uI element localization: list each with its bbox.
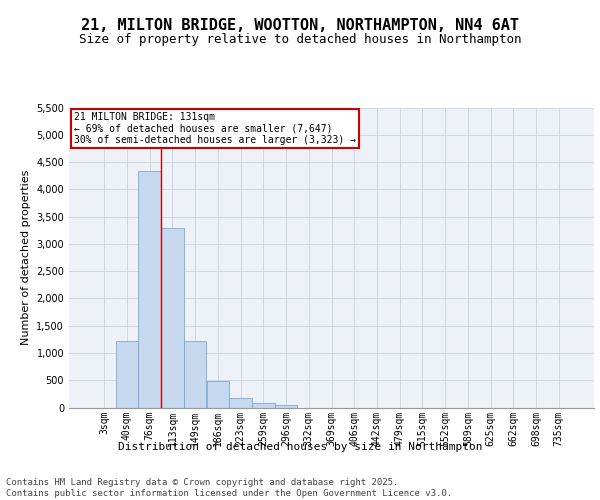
Text: Distribution of detached houses by size in Northampton: Distribution of detached houses by size … <box>118 442 482 452</box>
Text: Contains HM Land Registry data © Crown copyright and database right 2025.
Contai: Contains HM Land Registry data © Crown c… <box>6 478 452 498</box>
Bar <box>229 398 252 407</box>
Bar <box>275 405 298 407</box>
Y-axis label: Number of detached properties: Number of detached properties <box>21 170 31 345</box>
Text: 21 MILTON BRIDGE: 131sqm
← 69% of detached houses are smaller (7,647)
30% of sem: 21 MILTON BRIDGE: 131sqm ← 69% of detach… <box>74 112 356 145</box>
Bar <box>252 402 275 407</box>
Bar <box>161 228 184 408</box>
Bar <box>139 172 161 408</box>
Bar <box>184 341 206 407</box>
Text: Size of property relative to detached houses in Northampton: Size of property relative to detached ho… <box>79 32 521 46</box>
Text: 21, MILTON BRIDGE, WOOTTON, NORTHAMPTON, NN4 6AT: 21, MILTON BRIDGE, WOOTTON, NORTHAMPTON,… <box>81 18 519 32</box>
Bar <box>116 341 139 407</box>
Bar <box>206 382 229 407</box>
